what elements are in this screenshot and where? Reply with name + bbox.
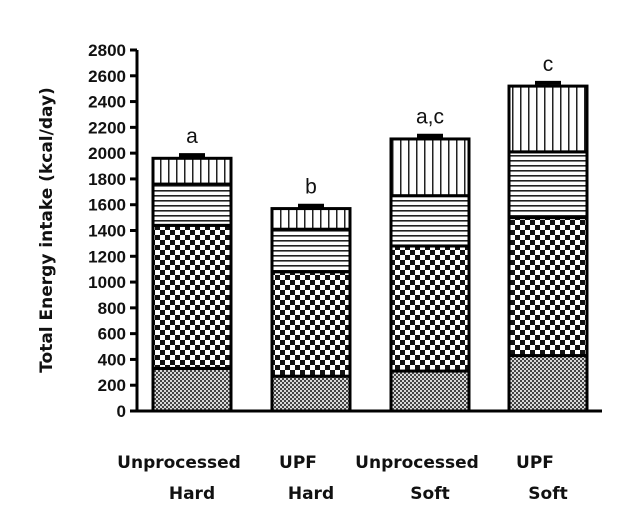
bar-segment: [151, 223, 233, 370]
x-category-label: Unprocessed: [355, 453, 479, 473]
significance-label: c: [543, 53, 554, 76]
y-tick-label: 2400: [88, 93, 126, 112]
x-axis: Unprocessed Hard UPF Hard Unprocessed Soft UPF…: [117, 409, 602, 504]
y-tick-label: 1600: [88, 196, 126, 215]
bar-segment: [389, 137, 471, 198]
bar-segment: [151, 156, 233, 186]
y-tick-label: 200: [98, 376, 126, 395]
bar-segment: [270, 374, 352, 413]
bar-segment: [389, 194, 471, 248]
bars: a b a,c c: [151, 53, 589, 413]
bar-segment: [270, 207, 352, 231]
bar-segment: [507, 216, 589, 358]
y-tick-label: 2000: [88, 144, 126, 163]
significance-label: a: [186, 125, 198, 148]
bar-segment: [270, 270, 352, 378]
bar-segment: [507, 354, 589, 413]
x-category-label: UPF: [279, 453, 317, 473]
y-tick-label: 400: [98, 350, 126, 369]
y-tick-label: 600: [98, 325, 126, 344]
x-category-label: Soft: [528, 484, 567, 504]
bar-segment: [151, 182, 233, 227]
x-category-label: Unprocessed: [117, 453, 241, 473]
y-tick-label: 0: [117, 402, 126, 421]
y-tick-label: 2200: [88, 118, 126, 137]
y-tick-label: 1800: [88, 170, 126, 189]
x-category-label: UPF: [516, 453, 554, 473]
y-axis-title: Total Energy intake (kcal/day): [37, 87, 57, 373]
x-category-label: Hard: [169, 484, 215, 504]
y-tick-label: 1400: [88, 222, 126, 241]
x-category-label: Soft: [410, 484, 449, 504]
y-axis: 0 200 400 600 800 1000 1200 1400 1600 1800 2000 220…: [88, 41, 139, 421]
y-tick-label: 1000: [88, 273, 126, 292]
bar-segment: [389, 244, 471, 373]
bar-segment: [270, 227, 352, 274]
bar-segment: [389, 369, 471, 413]
significance-label: b: [305, 176, 317, 199]
y-tick-label: 2800: [88, 41, 126, 60]
significance-label: a,c: [416, 106, 444, 129]
y-tick-label: 1200: [88, 247, 126, 266]
x-category-label: Hard: [288, 484, 334, 504]
bar-segment: [507, 84, 589, 154]
bar-segment: [507, 150, 589, 220]
bar-segment: [151, 366, 233, 413]
y-tick-label: 800: [98, 299, 126, 318]
y-tick-label: 2600: [88, 67, 126, 86]
